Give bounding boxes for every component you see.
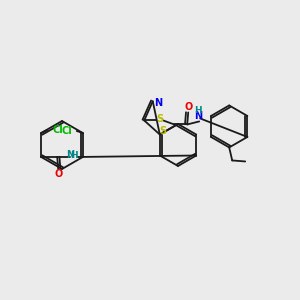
Text: Cl: Cl	[52, 125, 63, 135]
Text: N: N	[66, 150, 74, 160]
Text: N: N	[194, 111, 202, 122]
Text: O: O	[54, 169, 62, 179]
Text: Cl: Cl	[61, 126, 72, 136]
Text: S: S	[159, 125, 167, 136]
Text: S: S	[157, 114, 164, 124]
Text: H: H	[70, 151, 78, 160]
Text: H: H	[194, 106, 202, 115]
Text: N: N	[154, 98, 162, 108]
Text: O: O	[184, 102, 192, 112]
